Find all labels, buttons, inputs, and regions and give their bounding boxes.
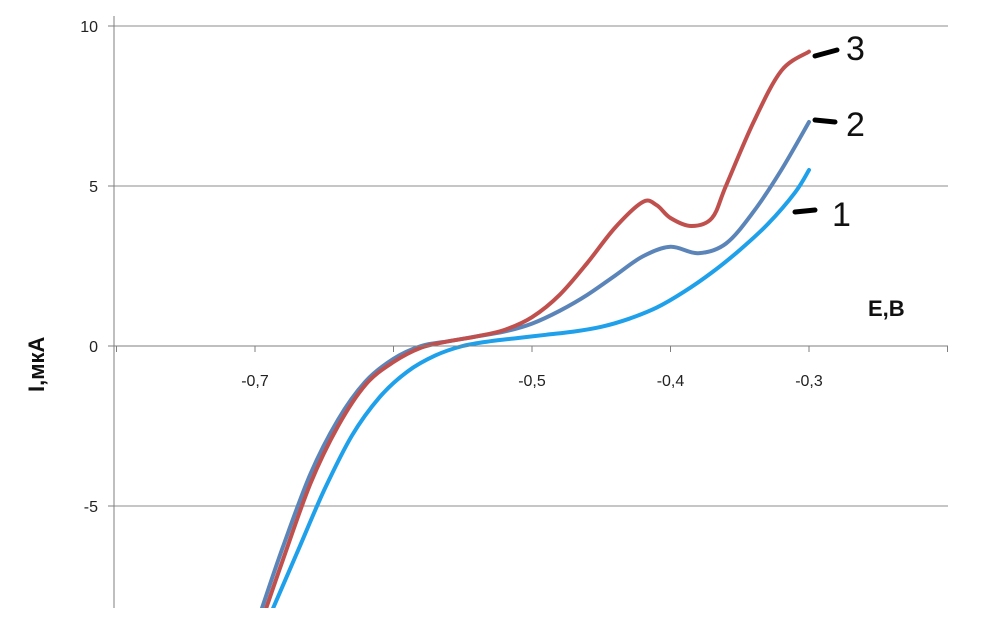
series-line-1 <box>271 168 811 608</box>
series-lines <box>259 49 811 608</box>
gridlines <box>114 25 948 507</box>
curve-label-leader <box>812 117 838 125</box>
x-tick-label: -0,3 <box>795 373 823 390</box>
curve-label-leader <box>812 47 840 59</box>
curve-label-2: 2 <box>846 106 865 144</box>
y-tick-label: 10 <box>80 19 98 36</box>
series-line-2 <box>259 120 811 608</box>
y-axis-title: I,мкА <box>24 336 49 392</box>
curve-labels: 1 2 3 <box>792 30 865 234</box>
x-tick-label: -0,5 <box>518 373 546 390</box>
curve-label-3: 3 <box>846 30 865 68</box>
axes <box>108 16 948 608</box>
x-tick-label: -0,4 <box>657 373 685 390</box>
y-tick-label: 5 <box>89 179 98 196</box>
y-tick-label: -5 <box>84 499 98 516</box>
curve-label-leader <box>792 207 818 215</box>
x-axis-title: E,B <box>868 296 905 321</box>
series-line-3 <box>264 49 811 608</box>
tick-labels: 10 5 0 -5 -0,7 -0,5 -0,4 -0,3 <box>80 19 823 516</box>
curve-label-1: 1 <box>832 196 851 234</box>
y-tick-label: 0 <box>89 339 98 356</box>
x-tick-label: -0,7 <box>241 373 269 390</box>
